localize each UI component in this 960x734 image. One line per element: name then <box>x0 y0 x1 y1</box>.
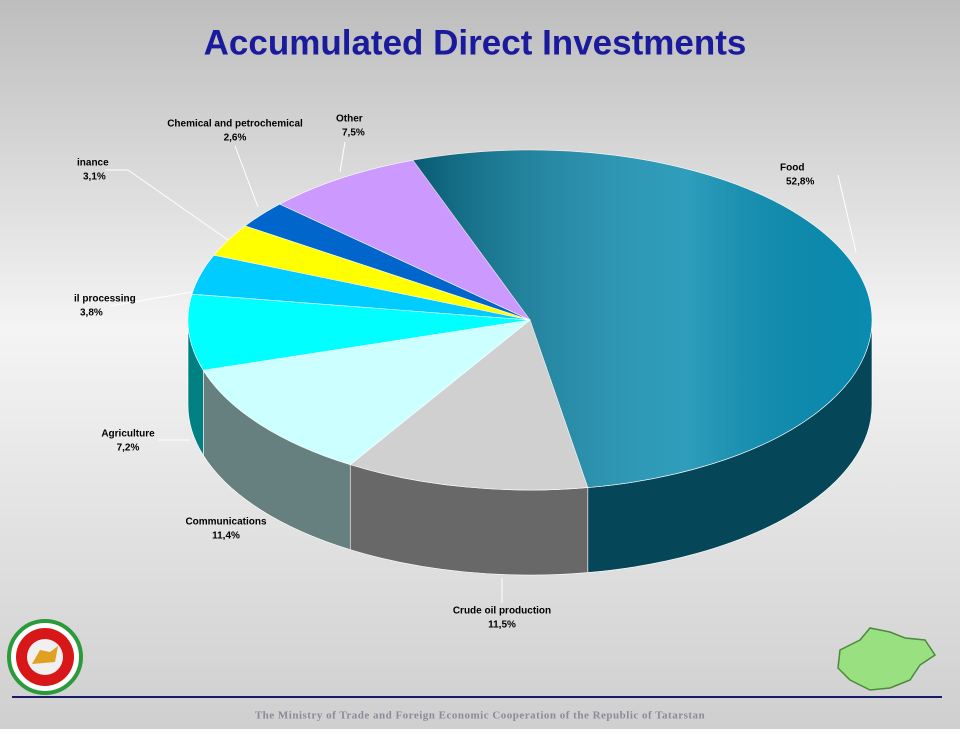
map <box>837 627 937 691</box>
leader-line <box>339 141 346 173</box>
slice-value: 52,8% <box>786 177 814 188</box>
slice-label: Agriculture <box>101 429 155 440</box>
slice-label: Communications <box>185 517 267 528</box>
pie-slice <box>187 293 531 371</box>
leader-line <box>105 169 229 241</box>
slice-value: 3,8% <box>80 308 103 319</box>
pie-shading <box>413 150 872 488</box>
leader-line <box>234 145 259 208</box>
slice-label: Other <box>336 114 363 125</box>
pie-slice <box>202 319 532 465</box>
slice-value: 2,6% <box>224 133 247 144</box>
slice-label: Food <box>780 163 804 174</box>
title: Accumulated Direct Investments <box>204 23 747 62</box>
pie-slice <box>349 319 589 491</box>
footer: The Ministry of Trade and Foreign Econom… <box>255 710 705 722</box>
slice-value: 7,2% <box>117 443 140 454</box>
slice-value: 7,5% <box>342 128 365 139</box>
leader-line <box>109 291 193 307</box>
slice-label: Crude oil production <box>453 606 551 617</box>
slice-value: 3,1% <box>83 172 106 183</box>
slice-label: Chemical and petrochemical <box>167 119 303 130</box>
leader-line <box>837 174 857 253</box>
pie-slice <box>279 159 531 321</box>
emblem <box>7 619 83 695</box>
slice-value: 11,4% <box>212 531 240 542</box>
slice-value: 11,5% <box>488 620 516 631</box>
pie-chart: Food 52,8% Crude oil production 11,5% Commun… <box>74 114 873 631</box>
slice-label: il processing <box>74 294 136 305</box>
slice-label: inance <box>77 158 109 169</box>
